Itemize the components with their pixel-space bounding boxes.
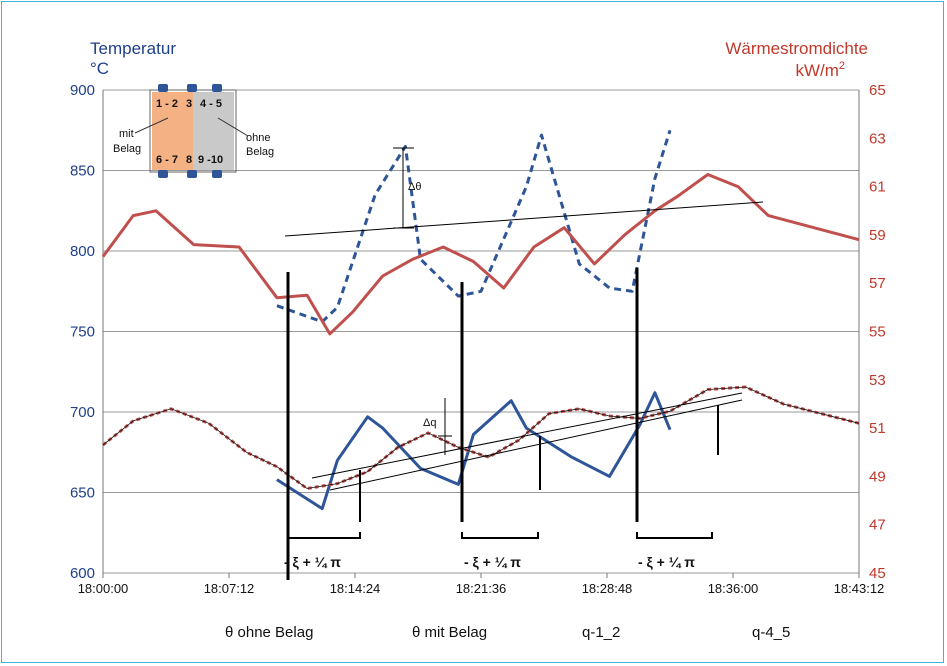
left-tick-label: 600 [70, 565, 95, 582]
x-tick-label: 18:07:12 [204, 581, 255, 596]
x-tick-label: 18:21:36 [456, 581, 507, 596]
left-axis-title: Temperatur [90, 39, 176, 58]
delta-theta-label: Δθ [408, 181, 421, 193]
inset-cell-3: 3 [186, 98, 192, 110]
inset-pin [158, 84, 168, 92]
right-tick-label: 63 [869, 130, 886, 147]
series-line-1 [276, 391, 672, 511]
left-tick-label: 750 [70, 324, 95, 341]
right-tick-label: 57 [869, 275, 886, 292]
inset-pin [158, 170, 168, 178]
phase-brace [461, 532, 539, 539]
inset-cell-6-7: 6 - 7 [156, 154, 178, 166]
left-tick-label: 700 [70, 404, 95, 421]
right-axis-title: Wärmestromdichte [725, 39, 868, 58]
inset-pin [187, 84, 197, 92]
right-tick-label: 61 [869, 179, 886, 196]
x-tick-label: 18:00:00 [78, 581, 129, 596]
inset-pin [212, 84, 222, 92]
left-tick-label: 650 [70, 485, 95, 502]
right-tick-label: 59 [869, 227, 886, 244]
left-tick-label: 900 [70, 82, 95, 99]
phase-label: - ξ + ¼ π [284, 554, 341, 570]
right-axis-unit: kW/m2 [795, 60, 845, 80]
phase-label: - ξ + ¼ π [464, 554, 521, 570]
right-tick-label: 65 [869, 82, 886, 99]
right-tick-label: 45 [869, 565, 886, 582]
left-tick-label: 850 [70, 163, 95, 180]
gridlines [102, 89, 860, 574]
x-tick-label: 18:28:48 [582, 581, 633, 596]
x-tick-label: 18:14:24 [330, 581, 381, 596]
inset-cell-4-5: 4 - 5 [200, 98, 222, 110]
annotation-layer [284, 147, 764, 580]
inset-cell-8: 8 [186, 154, 192, 166]
right-axis-ticks: 65 63 61 59 57 55 53 51 49 47 45 [869, 82, 886, 582]
inset-ohne-belag [193, 92, 234, 170]
inset-cell-9-10: 9 -10 [198, 154, 223, 166]
right-tick-label: 47 [869, 517, 886, 534]
inset-pin [187, 170, 197, 178]
inset-ohne-label: Belag [246, 146, 274, 158]
x-tick-label: 18:43:12 [834, 581, 885, 596]
inset-pointer [217, 117, 249, 137]
right-tick-label: 53 [869, 372, 886, 389]
series-line-2 [101, 173, 860, 336]
inset-pointer [134, 117, 169, 134]
series-line-3 [102, 385, 860, 490]
series-line-0 [276, 129, 672, 324]
phase-label: - ξ + ¼ π [638, 554, 695, 570]
x-axis-ticks: 18:00:00 18:07:12 18:14:24 18:21:36 18:28:48… [78, 573, 885, 596]
series-group [101, 129, 860, 511]
inset-pin [212, 170, 222, 178]
inset-mit-label: Belag [113, 143, 141, 155]
left-axis-ticks: 900 850 800 750 700 650 600 [70, 82, 95, 582]
left-axis-unit: °C [90, 59, 109, 78]
trend-line-q2 [329, 399, 743, 491]
legend-q45: q-4_5 [752, 624, 790, 641]
trend-line-q [311, 392, 743, 479]
legend-theta-ohne: θ ohne Belag [225, 624, 313, 641]
series-trend-3 [102, 386, 860, 489]
right-tick-label: 55 [869, 324, 886, 341]
legend-theta-mit: θ mit Belag [412, 624, 487, 641]
inset-cell-1-2: 1 - 2 [156, 98, 178, 110]
delta-q-label: Δq [423, 417, 436, 429]
inset-mit-belag [152, 92, 193, 170]
left-tick-label: 800 [70, 243, 95, 260]
phase-brace [636, 532, 713, 539]
legend-q12: q-1_2 [582, 624, 620, 641]
trend-line-temp [284, 201, 764, 237]
inset-sketch: 1 - 2 3 4 - 5 6 - 7 8 9 -10 mit Belag oh… [113, 84, 274, 178]
x-tick-label: 18:36:00 [708, 581, 759, 596]
right-tick-label: 51 [869, 420, 886, 437]
right-tick-label: 49 [869, 468, 886, 485]
phase-brace [287, 532, 361, 539]
inset-mit-label: mit [119, 128, 134, 140]
inset-ohne-label: ohne [246, 132, 270, 144]
